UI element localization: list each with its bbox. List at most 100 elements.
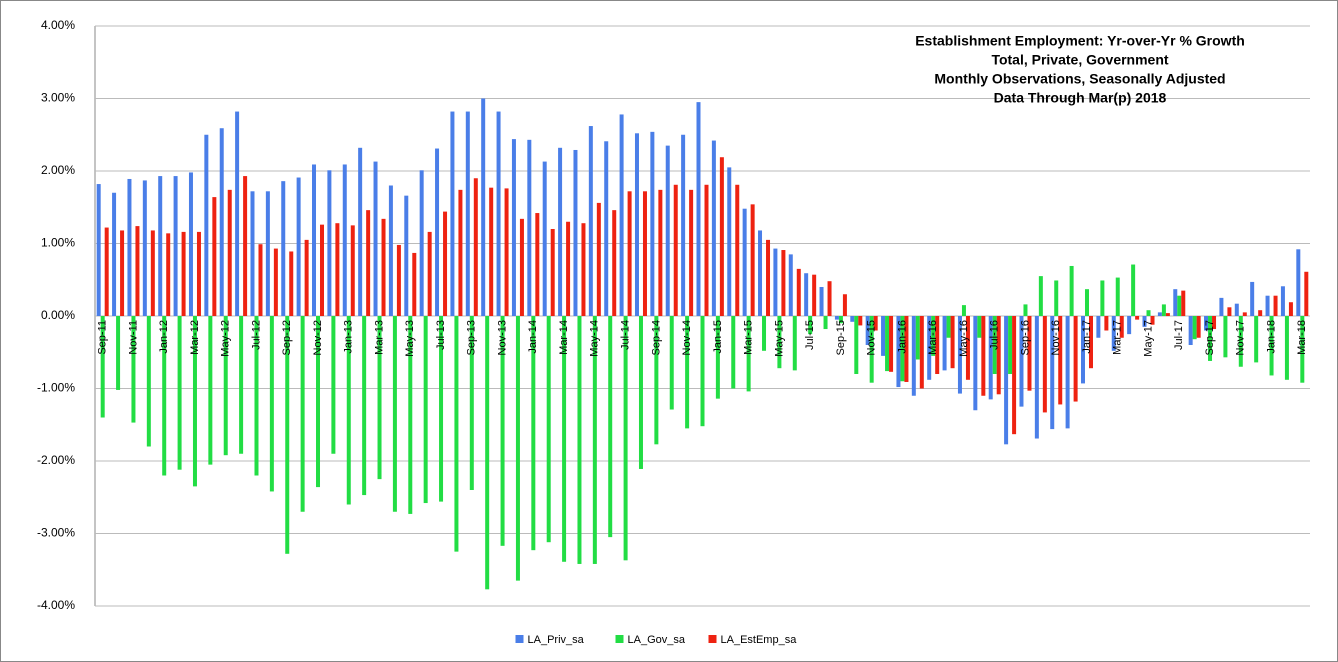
bar [127, 178, 132, 316]
bar [135, 226, 140, 316]
bar [439, 316, 444, 502]
bar [885, 316, 890, 372]
x-tick-label: May-17 [1142, 320, 1154, 357]
bar [673, 184, 678, 316]
bar [450, 111, 455, 316]
bar [515, 316, 520, 581]
bar [750, 204, 755, 316]
bar [1250, 281, 1255, 316]
bar [704, 184, 709, 316]
bar [850, 316, 855, 322]
bar [911, 316, 916, 396]
bar [458, 189, 463, 316]
x-tick-label: Sep-11 [97, 320, 109, 355]
bar [634, 133, 639, 316]
bar [889, 316, 894, 372]
bar [1304, 271, 1309, 316]
bar [377, 316, 382, 480]
bar [669, 316, 674, 410]
bar [219, 128, 224, 316]
chart-title: Establishment Employment: Yr-over-Yr % G… [915, 33, 1245, 49]
x-tick-label: Sep-17 [1204, 320, 1216, 355]
bar [243, 176, 248, 316]
legend-swatch [515, 635, 524, 643]
bar [854, 316, 859, 374]
bar [100, 316, 105, 418]
bar [146, 316, 151, 447]
bar [188, 172, 193, 316]
bar [608, 316, 613, 538]
bar [1111, 316, 1116, 351]
x-tick-label: Jul-13 [435, 320, 447, 350]
bar [650, 131, 655, 316]
bar [727, 167, 732, 316]
bar [865, 316, 870, 345]
bar [762, 316, 767, 351]
bar [873, 316, 878, 331]
bar [896, 316, 901, 388]
bar [192, 316, 197, 487]
bar [504, 188, 509, 316]
y-tick-label: 1.00% [41, 236, 75, 250]
bar [881, 316, 886, 356]
x-tick-label: Sep-16 [1019, 320, 1031, 355]
bar [1034, 316, 1039, 439]
x-tick-label: May-15 [773, 320, 785, 357]
bar [331, 316, 336, 454]
bar [573, 149, 578, 316]
bar [1038, 276, 1043, 316]
bar [869, 316, 874, 383]
bar [1100, 280, 1105, 316]
bar [181, 231, 186, 316]
bar [627, 191, 632, 316]
bar [1084, 289, 1089, 316]
bar [535, 213, 540, 316]
bar [1181, 290, 1186, 316]
bar [711, 140, 716, 316]
x-tick-label: Jan-17 [1081, 320, 1093, 354]
bar [1008, 316, 1013, 374]
x-tick-label: Jul-12 [250, 320, 262, 350]
bar [1142, 316, 1147, 327]
bar [1119, 316, 1124, 338]
bar [304, 239, 309, 316]
bar [142, 180, 147, 316]
bar [834, 316, 839, 320]
bar [1042, 316, 1047, 413]
bar [566, 221, 571, 316]
bar [550, 229, 555, 316]
legend-swatch [615, 635, 624, 643]
bar [992, 316, 997, 374]
x-tick-label: Jan-13 [343, 320, 355, 354]
x-tick-label: Mar-13 [373, 320, 385, 355]
bar [1027, 316, 1032, 391]
bar [577, 316, 582, 564]
y-tick-label: 0.00% [41, 308, 75, 322]
bar [335, 223, 340, 316]
bar [1227, 307, 1232, 316]
bar [731, 316, 736, 389]
x-tick-label: Mar-17 [1112, 320, 1124, 355]
bar [208, 316, 213, 465]
bar [827, 281, 832, 316]
bar [96, 184, 101, 316]
bar [1188, 316, 1193, 345]
bar [104, 227, 109, 316]
x-tick-label: Jan-18 [1265, 320, 1277, 354]
bar [973, 316, 978, 411]
bar [1069, 265, 1074, 316]
bar [1012, 316, 1017, 435]
bar [700, 316, 705, 427]
bar [1115, 277, 1120, 316]
x-tick-label: Nov-17 [1235, 320, 1247, 355]
bar [915, 316, 920, 360]
bar [1196, 316, 1201, 338]
x-tick-label: Sep-14 [650, 320, 662, 355]
bar [511, 139, 516, 316]
bar [1161, 304, 1166, 316]
chart-title: Monthly Observations, Seasonally Adjuste… [934, 71, 1225, 87]
bar [1238, 316, 1243, 367]
bar [392, 316, 397, 512]
bar [265, 191, 270, 316]
